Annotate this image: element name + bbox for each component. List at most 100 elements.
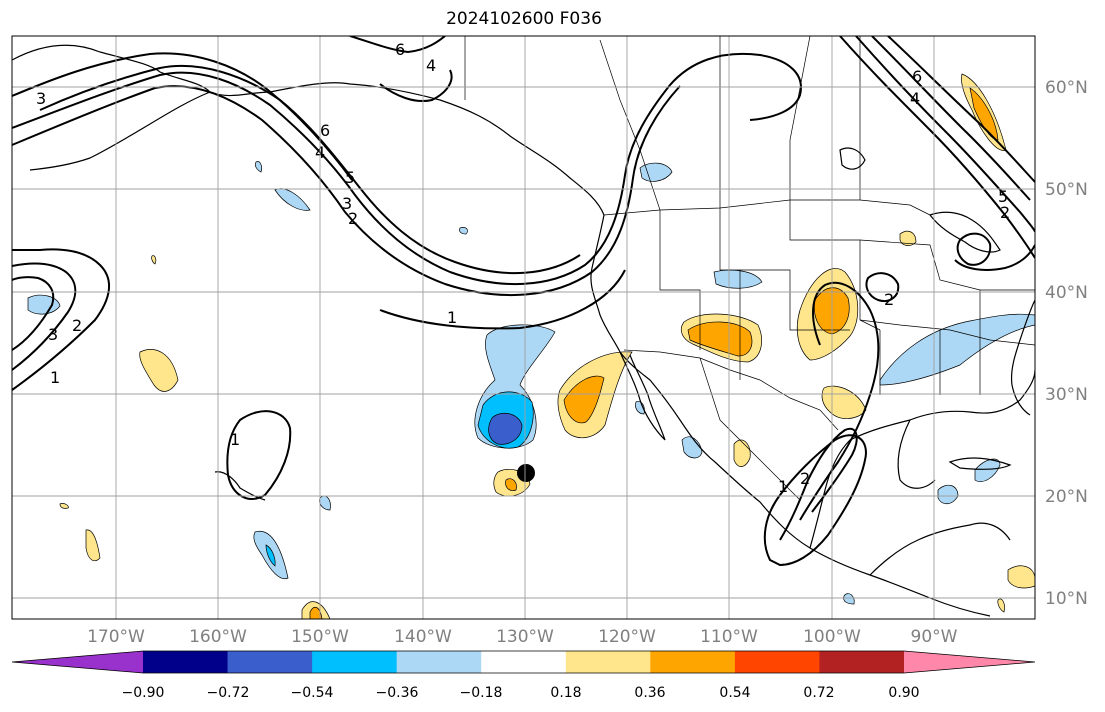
map-frame <box>11 35 1036 620</box>
contour-label: 6 <box>912 67 922 86</box>
contour-1-south <box>12 248 111 391</box>
contour-label-group: 6 4 3 6 4 5 3 2 1 3 2 1 1 1 2 2 6 4 5 2 <box>36 40 1010 496</box>
contour-label: 5 <box>345 168 355 187</box>
neg-blob-gulf <box>974 458 1001 482</box>
latitude-label: 30°N <box>1045 385 1088 405</box>
neg-blob-small-d <box>459 227 468 235</box>
location-marker <box>517 464 535 482</box>
contour-low-west <box>12 262 77 371</box>
neg-blob-far-west <box>27 294 61 315</box>
latitude-label: 10°N <box>1045 589 1088 609</box>
colorbar-tick-label: 0.36 <box>634 685 665 701</box>
colorbar-segment <box>227 651 313 673</box>
border-canada-prov-3 <box>789 36 811 200</box>
colorbar-extend-high <box>904 651 1035 673</box>
contour-label: 2 <box>884 290 894 309</box>
contour-1-mexico <box>763 434 867 567</box>
contour-loop-hawaii <box>226 410 292 500</box>
contour-label: 1 <box>447 308 457 327</box>
pos-blob-arizona-core <box>687 321 753 357</box>
longitude-label: 140°W <box>394 627 452 647</box>
contour-label: 1 <box>230 430 240 449</box>
coast-alaska-north <box>12 44 605 216</box>
colorbar-tick-label: −0.90 <box>122 685 165 701</box>
colorbar-outline <box>11 650 1036 674</box>
contours <box>12 36 1035 567</box>
longitude-label: 160°W <box>189 627 247 647</box>
colorbar-segment <box>481 651 567 673</box>
contour-label: 5 <box>998 187 1008 206</box>
border-us-mexico <box>623 349 839 431</box>
colorbar-segment <box>734 651 820 673</box>
longitude-label: 120°W <box>598 627 656 647</box>
latitude-labels: 60°N 50°N 40°N 30°N 20°N 10°N <box>1045 78 1088 609</box>
latitude-label: 40°N <box>1045 283 1088 303</box>
border-states-1 <box>659 210 701 350</box>
contour-east-ridge-3 <box>871 36 1031 201</box>
longitude-label: 170°W <box>87 627 145 647</box>
contour-label: 2 <box>348 209 358 228</box>
contour-label: 3 <box>342 194 352 213</box>
colorbar-tick-label: −0.54 <box>291 685 334 701</box>
colorbar-segment <box>565 651 651 673</box>
neg-blob-pac-3 <box>265 544 276 567</box>
colorbar-segment <box>396 651 482 673</box>
contour-2-mexico <box>799 281 880 521</box>
coast-central-am <box>869 522 1011 576</box>
contour-label: 1 <box>778 477 788 496</box>
contour-trough-1 <box>12 52 802 286</box>
contour-1-main <box>379 269 626 330</box>
longitude-label: 100°W <box>803 627 861 647</box>
contour-label: 2 <box>72 316 82 335</box>
colorbar-segment <box>312 651 398 673</box>
latitude-label: 20°N <box>1045 487 1088 507</box>
longitude-label: 90°W <box>911 627 958 647</box>
pos-blob-carib <box>1007 565 1035 589</box>
coast-east-us <box>1010 299 1035 416</box>
coast-cuba <box>948 457 1012 470</box>
colorbar-tick-label: 0.72 <box>803 685 834 701</box>
border-canada-prov <box>599 39 661 211</box>
contour-trough-2 <box>12 85 681 297</box>
coast-pnw <box>590 214 991 617</box>
border-states-5 <box>859 319 1035 346</box>
longitude-label: 150°W <box>291 627 349 647</box>
pos-blob-offshore-core <box>563 375 605 424</box>
longitude-labels: 170°W 160°W 150°W 140°W 130°W 120°W 110°… <box>87 627 958 647</box>
pos-blob-central-pac <box>139 349 179 392</box>
contour-east-ridge-2 <box>855 36 1035 233</box>
contour-label: 3 <box>36 89 46 108</box>
colorbar-segment <box>650 651 736 673</box>
colorbar-extend-low <box>12 651 143 673</box>
colorbar-segment <box>819 651 905 673</box>
neg-blob-southeast <box>879 313 1035 386</box>
latitude-label: 60°N <box>1045 78 1088 98</box>
contour-east-ridge-1 <box>839 36 1035 259</box>
pos-blob-subtrop-core <box>505 478 517 491</box>
contour-north-6 <box>349 36 446 54</box>
contour-label: 4 <box>910 89 920 108</box>
graticule <box>12 36 1035 619</box>
coast-hudson <box>839 147 866 170</box>
pos-blob-hudson-core <box>969 87 999 141</box>
contour-label: 6 <box>320 121 330 140</box>
latitude-label: 50°N <box>1045 180 1088 200</box>
contour-2-mexico-b <box>779 427 858 541</box>
coastlines <box>12 44 1035 617</box>
coast-yucatan <box>897 419 936 489</box>
colorbar-tick-label: 0.90 <box>888 685 919 701</box>
contour-east-ridge-4 <box>887 36 1035 183</box>
longitude-label: 110°W <box>700 627 758 647</box>
neg-blob-core-2 <box>488 412 523 445</box>
colorbar-segment <box>143 651 229 673</box>
colorbar-tick-label: −0.72 <box>207 685 250 701</box>
borders <box>464 36 1035 501</box>
contour-east-low <box>956 232 992 266</box>
contour-label: 2 <box>800 469 810 488</box>
neg-blob-mexico <box>681 436 703 459</box>
coast-baja <box>619 351 666 441</box>
colorbar-tick-label: −0.18 <box>460 685 503 701</box>
border-states-4 <box>859 239 1035 291</box>
colorbar-tick-label: −0.36 <box>376 685 419 701</box>
